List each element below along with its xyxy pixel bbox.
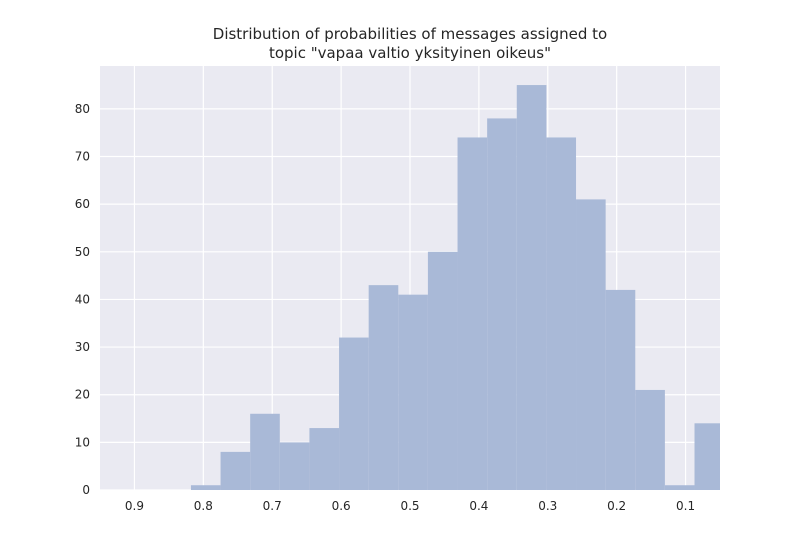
y-tick-label: 40 <box>75 292 90 306</box>
y-tick-label: 20 <box>75 388 90 402</box>
histogram-bar <box>250 413 280 490</box>
histogram-bar <box>635 389 665 490</box>
histogram-bar <box>190 485 221 490</box>
histogram-bar <box>279 442 310 490</box>
histogram-bar <box>457 137 488 490</box>
chart-title-line-1: Distribution of probabilities of message… <box>213 25 607 43</box>
histogram-bar <box>546 137 577 490</box>
y-tick-label: 50 <box>75 245 90 259</box>
x-tick-label: 0.1 <box>676 499 695 513</box>
x-tick-label: 0.2 <box>607 499 626 513</box>
x-tick-label: 0.5 <box>400 499 419 513</box>
histogram-bar <box>339 337 369 490</box>
x-tick-label: 0.4 <box>469 499 488 513</box>
histogram-bar <box>664 485 695 490</box>
x-axis-tick-labels: 0.9 0.8 0.7 0.6 0.5 0.4 0.3 0.2 0.1 <box>125 499 695 513</box>
y-tick-label: 70 <box>75 150 90 164</box>
histogram-bars <box>190 85 720 491</box>
x-tick-label: 0.7 <box>263 499 282 513</box>
x-tick-label: 0.8 <box>194 499 213 513</box>
histogram-bar <box>368 285 399 490</box>
histogram-bar <box>516 85 547 490</box>
histogram-bar <box>398 294 428 490</box>
y-tick-label: 80 <box>75 102 90 116</box>
histogram-bar <box>220 451 251 490</box>
histogram-bar <box>576 199 606 491</box>
histogram-bar <box>487 118 517 491</box>
y-axis-tick-labels: 0 10 20 30 40 50 60 70 80 <box>75 102 90 497</box>
x-tick-label: 0.6 <box>332 499 351 513</box>
chart-title-line-2: topic "vapaa valtio yksityinen oikeus" <box>269 44 551 62</box>
x-tick-label: 0.3 <box>538 499 557 513</box>
histogram-bar <box>309 428 340 490</box>
y-tick-label: 0 <box>82 483 90 497</box>
histogram-bar <box>694 423 720 490</box>
y-tick-label: 60 <box>75 197 90 211</box>
histogram-bar <box>605 289 636 490</box>
y-tick-label: 10 <box>75 435 90 449</box>
y-tick-label: 30 <box>75 340 90 354</box>
x-tick-label: 0.9 <box>125 499 144 513</box>
histogram-bar <box>427 251 458 490</box>
